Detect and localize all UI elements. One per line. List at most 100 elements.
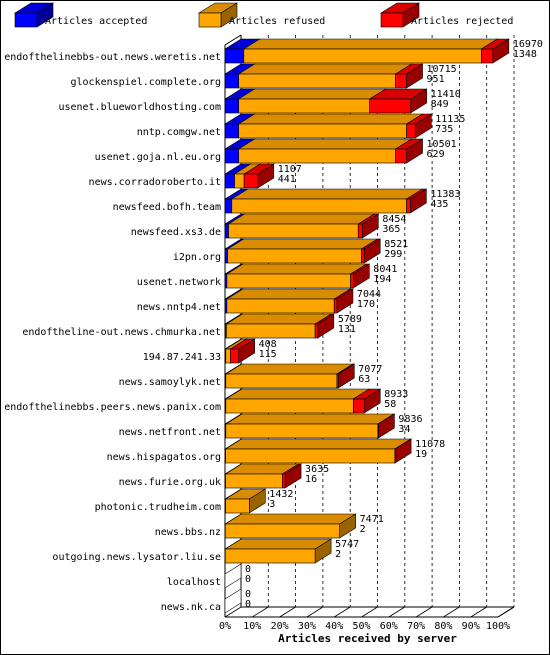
data-label-total-2: 10715 [427, 64, 457, 75]
bar-14-articles-refused-front [225, 373, 338, 389]
bar-10-articles-refused-front [226, 273, 351, 289]
data-label-rejected-9: 299 [384, 249, 402, 260]
data-label-rejected-3: 849 [431, 99, 449, 110]
data-label-rejected-13: 115 [259, 349, 277, 360]
bar-18-articles-refused [224, 463, 300, 489]
data-label-total-9: 8521 [384, 239, 408, 250]
bar-7-articles-refused-front [231, 198, 407, 214]
bar-1-articles-refused-top [242, 38, 499, 50]
bar-21-articles-refused-top [224, 538, 333, 550]
data-label-rejected-14: 63 [358, 374, 370, 385]
data-label-rejected-16: 34 [398, 424, 410, 435]
data-label-total-7: 11383 [430, 189, 460, 200]
bar-3-articles-refused-front [238, 98, 370, 114]
bar-9-articles-refused-front [227, 248, 362, 264]
category-label-12: endoftheline-out.news.chmurka.net [22, 327, 221, 338]
bar-1-articles-refused [242, 38, 499, 64]
data-label-rejected-5: 629 [427, 149, 445, 160]
bar-17-articles-refused-top [224, 438, 412, 450]
data-label-total-10: 8041 [373, 264, 397, 275]
bar-18-articles-rejected [281, 463, 303, 489]
data-label-rejected-4: 735 [435, 124, 453, 135]
bar-1-articles-accepted-front [224, 48, 245, 64]
bar-4-articles-accepted [223, 113, 256, 139]
data-label-total-3: 11410 [431, 89, 461, 100]
bar-3-articles-refused [237, 88, 387, 114]
bar-12-articles-rejected-front [314, 323, 319, 339]
data-label-total-5: 10501 [427, 139, 457, 150]
bar-17-articles-refused [224, 438, 412, 464]
legend-label-2: Articles refused [229, 16, 325, 27]
bar-23-empty [224, 588, 242, 614]
bar-16-articles-refused-top [224, 413, 395, 425]
data-label-total-22: 0 [245, 564, 251, 575]
data-label-total-21: 5747 [335, 539, 359, 550]
data-label-rejected-18: 16 [305, 474, 317, 485]
data-label-total-4: 11135 [435, 114, 465, 125]
floor-tick-1 [252, 606, 269, 618]
category-label-4: nntp.comgw.net [137, 127, 221, 138]
data-label-total-14: 7077 [358, 364, 382, 375]
x-tick-label-10: 100% [486, 621, 510, 632]
bar-6-articles-rejected-front [243, 173, 259, 189]
bar-11-articles-rejected-front [333, 298, 338, 314]
x-tick-label-2: 20% [271, 621, 289, 632]
category-label-23: news.nk.ca [161, 602, 221, 613]
bar-2-articles-rejected-front [395, 73, 407, 89]
category-label-10: usenet.network [137, 277, 221, 288]
bar-16-articles-refused [224, 413, 395, 439]
bar-3-articles-rejected-front [369, 98, 411, 114]
bar-17-articles-rejected [393, 438, 413, 464]
bar-15-articles-rejected [352, 388, 382, 414]
floor-tick-2 [279, 606, 296, 618]
bar-10-articles-rejected [349, 263, 371, 289]
bar-11-articles-refused-front [226, 298, 335, 314]
bar-10-articles-refused-top [225, 263, 368, 275]
data-label-rejected-15: 58 [384, 399, 396, 410]
data-label-total-18: 3635 [305, 464, 329, 475]
x-tick-label-3: 30% [298, 621, 316, 632]
category-label-15: endofthelinebbs.peers.news.panix.com [4, 402, 221, 413]
category-label-11: news.nntp4.net [137, 302, 221, 313]
data-label-total-15: 8933 [384, 389, 408, 400]
bar-8-articles-refused-top [227, 213, 376, 225]
bar-20-articles-refused [224, 513, 357, 539]
floor-tick-0 [224, 606, 242, 618]
data-label-rejected-1: 1348 [513, 49, 537, 60]
bar-7-articles-refused [230, 188, 424, 214]
bar-17-articles-refused-front [225, 448, 396, 464]
bar-3-articles-accepted-front [224, 98, 239, 114]
x-tick-label-7: 70% [407, 621, 425, 632]
data-label-total-16: 9836 [398, 414, 422, 425]
data-label-total-20: 7471 [360, 514, 384, 525]
category-label-9: i2pn.org [173, 252, 221, 263]
floor-tick-8 [443, 606, 460, 618]
bar-7-articles-refused-top [230, 188, 424, 200]
data-label-total-6: 1107 [278, 164, 302, 175]
legend-swatch-1 [13, 2, 55, 28]
x-tick-label-8: 80% [434, 621, 452, 632]
bar-20-articles-refused-front [224, 523, 340, 539]
bar-11-articles-refused-top [225, 288, 352, 300]
bar-13-articles-rejected [229, 338, 256, 364]
bar-13-articles-refused-front [225, 348, 231, 364]
bar-4-articles-accepted-front [224, 123, 239, 139]
category-label-1: endofthelinebbs-out.news.weretis.net [4, 52, 221, 63]
data-label-total-12: 5789 [338, 314, 362, 325]
bar-21-articles-refused [224, 538, 333, 564]
category-label-16: news.netfront.net [119, 427, 221, 438]
bar-20-articles-refused-top [224, 513, 357, 525]
data-label-total-17: 11078 [415, 439, 445, 450]
bar-7-articles-rejected-front [406, 198, 411, 214]
bar-9-articles-refused-top [226, 238, 379, 250]
bar-8-articles-rejected-front [357, 223, 363, 239]
bar-16-articles-refused-front [225, 423, 379, 439]
bar-12-articles-refused-front [226, 323, 316, 339]
bar-19-articles-refused-front [225, 498, 250, 514]
bar-15-articles-rejected-front [353, 398, 365, 414]
data-label-rejected-8: 365 [382, 224, 400, 235]
category-label-2: glockenspiel.complete.org [70, 77, 221, 88]
category-label-3: usenet.blueworldhosting.com [58, 102, 221, 113]
legend-swatch-2 [197, 2, 239, 28]
